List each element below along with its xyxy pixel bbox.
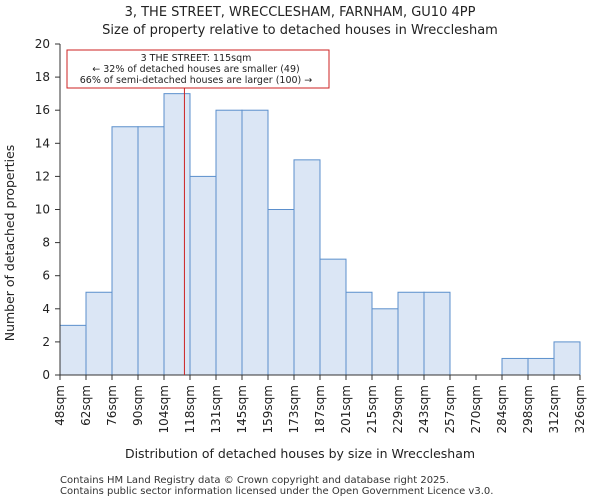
annotation-box <box>66 49 330 89</box>
x-tick-label: 145sqm <box>235 385 249 433</box>
chart-subtitle: Size of property relative to detached ho… <box>102 23 498 38</box>
y-tick-label: 10 <box>35 203 50 217</box>
bar-118sqm <box>189 175 217 376</box>
x-tick-label: 48sqm <box>53 385 67 426</box>
y-tick-label: 12 <box>35 169 50 183</box>
x-axis-ticks: 48sqm 62sqm 76sqm 90sqm 104sqm 118sqm 131sqm 14… <box>53 375 587 433</box>
x-tick-label: 270sqm <box>469 385 483 433</box>
x-tick-label: 257sqm <box>443 385 457 433</box>
y-tick-label: 8 <box>42 236 50 250</box>
x-tick-label: 229sqm <box>391 385 405 433</box>
y-tick-label: 6 <box>42 269 50 283</box>
x-tick-label: 312sqm <box>547 385 561 433</box>
annotation-line-2: ← 32% of detached houses are smaller (49… <box>92 64 299 75</box>
y-tick-label: 20 <box>35 37 50 51</box>
x-tick-label: 62sqm <box>79 385 93 426</box>
x-tick-label: 201sqm <box>339 385 353 433</box>
chart-title: 3, THE STREET, WRECCLESHAM, FARNHAM, GU1… <box>125 5 476 20</box>
bar-284sqm <box>501 357 529 376</box>
y-tick-label: 18 <box>35 70 50 84</box>
bar-298sqm <box>527 357 555 376</box>
x-tick-label: 187sqm <box>313 385 327 433</box>
bar-145sqm <box>241 109 269 376</box>
bar-229sqm <box>397 291 425 376</box>
y-tick-label: 4 <box>42 302 50 316</box>
y-tick-label: 2 <box>42 335 50 349</box>
y-axis-label: Number of detached properties <box>2 145 17 342</box>
x-tick-label: 298sqm <box>521 385 535 433</box>
x-axis-label: Distribution of detached houses by size … <box>125 446 475 461</box>
bar-48sqm <box>59 324 87 376</box>
annotation-line-1: 3 THE STREET: 115sqm <box>141 53 252 64</box>
x-tick-label: 104sqm <box>157 385 171 433</box>
bar-173sqm <box>293 159 321 376</box>
bar-215sqm <box>371 308 399 376</box>
bar-104sqm <box>163 93 191 376</box>
x-tick-label: 173sqm <box>287 385 301 433</box>
x-tick-label: 284sqm <box>495 385 509 433</box>
x-tick-label: 90sqm <box>131 385 145 426</box>
footer-line-2: Contains public sector information licen… <box>60 486 493 497</box>
footer-line-1: Contains HM Land Registry data © Crown c… <box>60 475 449 486</box>
y-tick-label: 14 <box>35 136 50 150</box>
bar-187sqm <box>319 258 347 376</box>
x-tick-label: 76sqm <box>105 385 119 426</box>
annotation-line-3: 66% of semi-detached houses are larger (… <box>80 75 313 86</box>
x-tick-label: 215sqm <box>365 385 379 433</box>
y-tick-label: 16 <box>35 103 50 117</box>
bar-90sqm <box>137 126 165 376</box>
x-tick-label: 326sqm <box>573 385 587 433</box>
bar-62sqm <box>85 291 113 376</box>
bar-76sqm <box>111 126 139 376</box>
y-tick-label: 0 <box>42 368 50 382</box>
x-tick-label: 131sqm <box>209 385 223 433</box>
y-axis-ticks: 0 2 4 6 8 10 12 14 16 18 20 <box>35 37 60 382</box>
x-tick-label: 118sqm <box>183 385 197 433</box>
bar-312sqm <box>553 341 581 376</box>
bars-group <box>59 93 581 376</box>
bar-201sqm <box>345 291 373 376</box>
bar-159sqm <box>267 209 295 376</box>
bar-131sqm <box>215 109 243 376</box>
x-tick-label: 243sqm <box>417 385 431 433</box>
x-tick-label: 159sqm <box>261 385 275 433</box>
bar-243sqm <box>423 291 451 376</box>
